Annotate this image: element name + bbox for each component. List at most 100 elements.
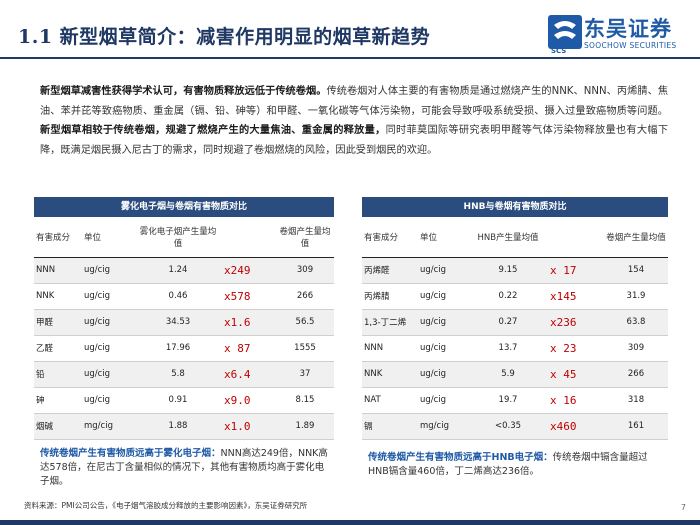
- cell-value: 1.24: [134, 257, 222, 284]
- table-title: 雾化电子烟与卷烟有害物质对比: [34, 197, 334, 217]
- page-title: 1.1 新型烟草简介：减害作用明显的烟草新趋势: [18, 26, 431, 48]
- cell-unit: ug/cig: [418, 309, 468, 336]
- cell-value: 0.91: [134, 387, 222, 414]
- cell-cig: 318: [604, 387, 668, 414]
- cell-cig: 266: [276, 283, 334, 310]
- cell-unit: ug/cig: [418, 387, 468, 414]
- footer-bar: [0, 520, 700, 525]
- title-divider: [0, 57, 700, 59]
- col-header: 单位: [418, 217, 468, 258]
- logo-scs-text: SCS: [551, 47, 567, 55]
- left-conclusion-highlight: 传统卷烟产生有害物质远高于雾化电子烟：: [40, 448, 221, 459]
- col-header: 单位: [82, 217, 134, 258]
- cell-cig: 266: [604, 361, 668, 388]
- cell-value: 19.7: [468, 387, 548, 414]
- cell-name: 砷: [34, 387, 82, 414]
- cell-name: 1,3-丁二烯: [362, 309, 418, 336]
- table-title: HNB与卷烟有害物质对比: [362, 197, 668, 217]
- cell-name: NNN: [362, 335, 418, 362]
- cell-unit: ug/cig: [82, 257, 134, 284]
- col-header: 卷烟产生量均值: [276, 217, 334, 258]
- cell-multiplier: x6.4: [222, 361, 276, 388]
- intro-text-1: 传统卷烟对人体主要的有害物质是通过燃烧产生的NNK、NNN、丙烯腈、焦油、苯并芘…: [40, 86, 669, 117]
- cell-unit: ug/cig: [82, 361, 134, 388]
- cell-unit: ug/cig: [418, 335, 468, 362]
- cell-name: 甲醛: [34, 309, 82, 336]
- table-row: NAT ug/cig 19.7 x 16 318: [362, 387, 668, 414]
- cell-multiplier: x249: [222, 257, 276, 284]
- cell-multiplier: x460: [548, 413, 604, 440]
- logo-english-name: SOOCHOW SECURITIES: [584, 41, 677, 50]
- company-logo: SCS 东吴证券 SOOCHOW SECURITIES: [548, 13, 694, 55]
- table-row: 镉 mg/cig <0.35 x460 161: [362, 413, 668, 440]
- cell-cig: 1555: [276, 335, 334, 362]
- intro-bold-2: 新型烟草相较于传统卷烟，规避了燃烧产生的大量焦油、重金属的释放量，: [40, 125, 386, 136]
- cell-name: 丙烯醛: [362, 257, 418, 284]
- source-note: 资料来源：PMI公司公告，《电子烟气溶胶成分释放的主要影响因素》，东吴证券研究所: [24, 501, 308, 510]
- table-row: 烟碱 mg/cig 1.88 x1.0 1.89: [34, 413, 334, 440]
- cell-unit: mg/cig: [418, 413, 468, 440]
- cell-cig: 161: [604, 413, 668, 440]
- table-row: 1,3-丁二烯 ug/cig 0.27 x236 63.8: [362, 309, 668, 336]
- cell-multiplier: x 45: [548, 361, 604, 388]
- cell-value: 5.9: [468, 361, 548, 388]
- cell-name: 乙醛: [34, 335, 82, 362]
- cell-cig: 63.8: [604, 309, 668, 336]
- table-row: 丙烯腈 ug/cig 0.22 x145 31.9: [362, 283, 668, 310]
- intro-text-2: 同时菲莫国际等研究表明甲醛等气体污染物释放量也有大幅下降，既满足烟民摄入尼古丁的…: [40, 125, 669, 156]
- right-conclusion: 传统卷烟产生有害物质远高于HNB电子烟：传统卷烟中镉含量超过HNB镉含量460倍…: [368, 451, 666, 479]
- cell-name: 铅: [34, 361, 82, 388]
- cell-unit: ug/cig: [82, 283, 134, 310]
- cell-unit: ug/cig: [82, 309, 134, 336]
- right-conclusion-highlight: 传统卷烟产生有害物质远高于HNB电子烟：: [368, 452, 553, 463]
- cell-cig: 8.15: [276, 387, 334, 414]
- left-conclusion-text: NNN高达249倍，NNK高达578倍，在尼古丁含量相似的情况下，其他有害物质均…: [40, 448, 328, 487]
- cell-cig: 56.5: [276, 309, 334, 336]
- cell-name: 丙烯腈: [362, 283, 418, 310]
- cell-value: 5.8: [134, 361, 222, 388]
- cell-unit: mg/cig: [82, 413, 134, 440]
- cell-cig: 31.9: [604, 283, 668, 310]
- col-header: [548, 217, 604, 258]
- table-row: NNN ug/cig 13.7 x 23 309: [362, 335, 668, 362]
- cell-multiplier: x578: [222, 283, 276, 310]
- cell-value: 13.7: [468, 335, 548, 362]
- cell-unit: ug/cig: [418, 283, 468, 310]
- cell-multiplier: x 87: [222, 335, 276, 362]
- cell-cig: 309: [276, 257, 334, 284]
- cell-value: 0.27: [468, 309, 548, 336]
- cell-multiplier: x 16: [548, 387, 604, 414]
- cell-unit: ug/cig: [418, 257, 468, 284]
- cell-multiplier: x1.6: [222, 309, 276, 336]
- cell-cig: 37: [276, 361, 334, 388]
- cell-unit: ug/cig: [418, 361, 468, 388]
- cell-multiplier: x145: [548, 283, 604, 310]
- cell-unit: ug/cig: [82, 387, 134, 414]
- cell-value: 34.53: [134, 309, 222, 336]
- intro-paragraph: 新型烟草减害性获得学术认可，有害物质释放远低于传统卷烟。传统卷烟对人体主要的有害…: [40, 82, 668, 160]
- cell-multiplier: x236: [548, 309, 604, 336]
- table-row: 砷 ug/cig 0.91 x9.0 8.15: [34, 387, 334, 414]
- left-conclusion: 传统卷烟产生有害物质远高于雾化电子烟：NNN高达249倍，NNK高达578倍，在…: [40, 447, 330, 489]
- cell-name: NNK: [362, 361, 418, 388]
- cell-value: 9.15: [468, 257, 548, 284]
- cell-cig: 1.89: [276, 413, 334, 440]
- cell-value: <0.35: [468, 413, 548, 440]
- hnb-comparison-table: HNB与卷烟有害物质对比 有害成分 单位 HNB产生量均值 卷烟产生量均值 丙烯…: [362, 197, 668, 440]
- col-header: HNB产生量均值: [468, 217, 548, 258]
- col-header: 雾化电子烟产生量均值: [134, 217, 222, 258]
- col-header: [222, 217, 276, 258]
- cell-cig: 309: [604, 335, 668, 362]
- cell-multiplier: x9.0: [222, 387, 276, 414]
- cell-value: 1.88: [134, 413, 222, 440]
- cell-value: 17.96: [134, 335, 222, 362]
- table-row: 丙烯醛 ug/cig 9.15 x 17 154: [362, 257, 668, 284]
- cell-name: 烟碱: [34, 413, 82, 440]
- cell-name: NNK: [34, 283, 82, 310]
- right-conclusion-text: 传统卷烟中镉含量超过HNB镉含量460倍，丁二烯高达236倍。: [368, 452, 648, 477]
- logo-chinese-name: 东吴证券: [584, 17, 672, 41]
- table-row: 甲醛 ug/cig 34.53 x1.6 56.5: [34, 309, 334, 336]
- cell-multiplier: x1.0: [222, 413, 276, 440]
- table-row: 铅 ug/cig 5.8 x6.4 37: [34, 361, 334, 388]
- cell-name: NNN: [34, 257, 82, 284]
